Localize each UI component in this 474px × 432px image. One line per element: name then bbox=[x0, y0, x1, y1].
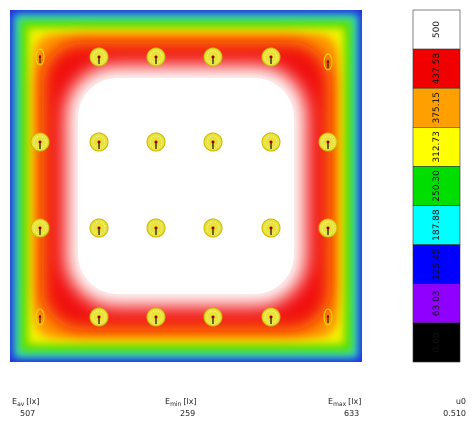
stat-subscript: min bbox=[170, 401, 182, 408]
stat-label: u0 bbox=[456, 397, 466, 406]
stat-value: 0.510 bbox=[443, 409, 466, 418]
stat-value: 259 bbox=[180, 409, 195, 418]
stat-subscript: max bbox=[333, 401, 347, 408]
stat-symbol: E bbox=[12, 397, 17, 406]
legend-swatch bbox=[412, 244, 461, 285]
stat-label: Emax [lx] bbox=[328, 397, 361, 408]
legend-swatch bbox=[412, 166, 461, 206]
stat-symbol: E bbox=[165, 397, 170, 406]
stat-symbol: u0 bbox=[456, 397, 466, 406]
legend-swatch bbox=[412, 87, 461, 128]
legend-label: 500 bbox=[432, 21, 442, 38]
legend-swatch bbox=[412, 48, 461, 89]
legend-label: 125.45 bbox=[432, 248, 442, 280]
legend-swatch bbox=[412, 322, 461, 363]
legend-label: 250.30 bbox=[432, 170, 442, 202]
stat-label: Emin [lx] bbox=[165, 397, 197, 408]
stat-subscript: av bbox=[17, 401, 25, 408]
legend-label: 437.58 bbox=[432, 53, 442, 85]
legend-swatch bbox=[412, 127, 461, 167]
color-legend: 500 437.58 375.15 312.73 250.30 187.88 125.45 6… bbox=[412, 9, 461, 363]
stat-unit: [lx] bbox=[348, 397, 361, 406]
stat-label: Eav [lx] bbox=[12, 397, 40, 408]
legend-label: 312.73 bbox=[432, 131, 442, 163]
stat-value: 507 bbox=[20, 409, 35, 418]
illuminance-map bbox=[10, 10, 362, 362]
stat-symbol: E bbox=[328, 397, 333, 406]
legend-swatch bbox=[412, 283, 461, 324]
legend-label: 63.03 bbox=[432, 290, 442, 316]
stat-unit: [lx] bbox=[183, 397, 196, 406]
legend-label: 187.88 bbox=[432, 209, 442, 241]
legend-label: 375.15 bbox=[432, 92, 442, 124]
stat-unit: [lx] bbox=[26, 397, 39, 406]
legend-swatch bbox=[412, 205, 461, 245]
legend-swatch bbox=[412, 9, 461, 50]
stat-value: 633 bbox=[344, 409, 359, 418]
legend-label: 0.60 bbox=[432, 332, 442, 352]
